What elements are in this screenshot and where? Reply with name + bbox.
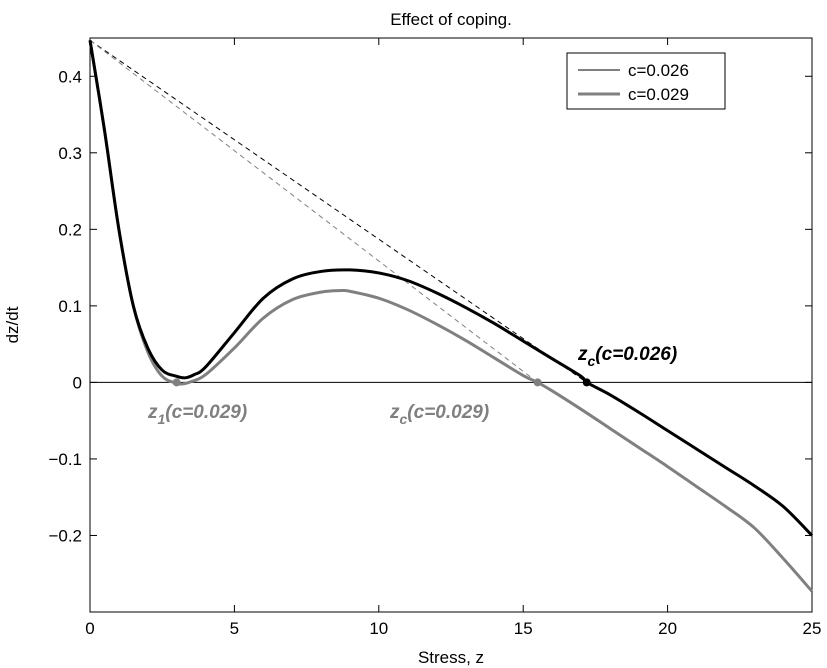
y-tick-label: −0.2 xyxy=(48,526,82,545)
legend-box xyxy=(566,52,726,110)
annotations: zc(c=0.026) z1(c=0.029) zc(c=0.029) xyxy=(147,344,677,427)
annotation-label-3: zc(c=0.029) xyxy=(389,402,489,427)
annotation-label-2: z1(c=0.029) xyxy=(147,402,247,427)
series-line-2 xyxy=(88,40,814,593)
x-tick-label: 5 xyxy=(230,619,239,638)
tangent-line-2 xyxy=(89,39,538,383)
axis-tick-labels: 0 5 10 15 20 25 −0.2 −0.1 0 0.1 0.2 0.3 0.4 xyxy=(48,67,821,638)
x-tick-label: 15 xyxy=(514,619,533,638)
marked-point-2 xyxy=(533,378,542,387)
x-axis-label: Stress, z xyxy=(418,648,484,667)
marked-points xyxy=(172,378,591,387)
marked-point-3 xyxy=(172,378,181,387)
chart-title: Effect of coping. xyxy=(390,10,512,29)
legend: c=0.026 c=0.029 xyxy=(566,52,726,110)
annotation-label-1: zc(c=0.026) xyxy=(577,344,677,369)
x-tick-label: 0 xyxy=(85,619,94,638)
y-tick-label: 0 xyxy=(73,373,82,392)
x-tick-label: 25 xyxy=(803,619,822,638)
axis-ticks xyxy=(89,38,813,612)
x-tick-label: 20 xyxy=(658,619,677,638)
tangent-line-1 xyxy=(89,39,588,383)
y-tick-label: 0.4 xyxy=(58,67,82,86)
series-line-1 xyxy=(88,40,814,537)
y-tick-label: 0.1 xyxy=(58,297,82,316)
legend-label-series-1: c=0.026 xyxy=(628,61,689,80)
x-tick-label: 10 xyxy=(369,619,388,638)
y-tick-label: −0.1 xyxy=(48,450,82,469)
legend-label-series-2: c=0.029 xyxy=(628,85,689,104)
y-axis-label: dz/dt xyxy=(3,306,22,343)
series-lines xyxy=(88,40,814,593)
y-tick-label: 0.2 xyxy=(58,220,82,239)
plot-area xyxy=(89,37,813,613)
y-tick-label: 0.3 xyxy=(58,144,82,163)
marked-point-1 xyxy=(582,378,591,387)
tangent-lines xyxy=(89,39,588,383)
